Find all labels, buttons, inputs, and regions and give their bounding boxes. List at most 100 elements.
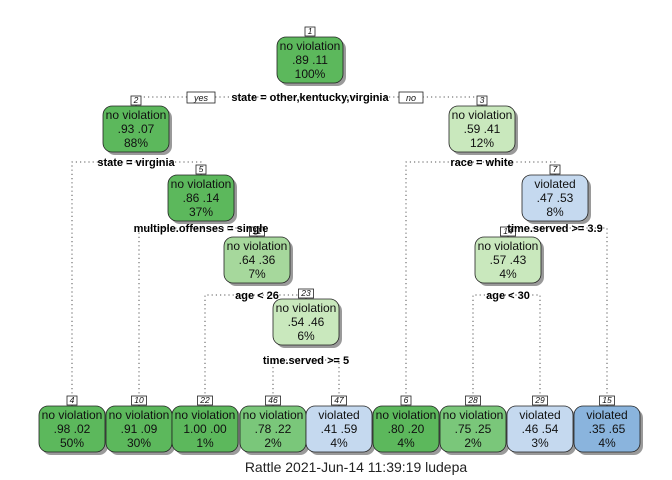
node-probabilities: .59 .41 [464,122,501,136]
node-id-box [476,95,488,106]
node-percentage: 2% [464,436,482,450]
tree-node: no violation.75 .252% 28 [439,395,509,455]
split-rule: time.served >= 3.9 [507,223,602,235]
node-id-box [549,164,561,175]
split-rule: age < 26 [235,290,279,302]
node-box [372,405,440,453]
node-id-box [195,164,207,175]
node-id: 10 [134,395,144,405]
node-class-label: no violation [478,239,539,253]
node-class-label: no violation [443,408,504,422]
node-id-box [66,395,78,406]
node-id: 3 [480,95,485,105]
node-class-label: violated [534,177,575,191]
node-id-box [465,395,481,406]
branch-labels: yes no [186,91,424,104]
node-id: 4 [70,395,75,405]
node-percentage: 50% [60,436,84,450]
node-probabilities: .80 .20 [388,422,425,436]
node-id-box [131,395,147,406]
node-id: 47 [334,395,344,405]
node-class-label: violated [519,408,560,422]
node-probabilities: .35 .65 [589,422,626,436]
node-percentage: 6% [297,329,315,343]
tree-edge [306,359,340,406]
node-percentage: 1% [196,436,214,450]
node-class-label: violated [318,408,359,422]
node-id: 28 [467,395,478,405]
node-id: 5 [199,164,204,174]
node-id-box [331,395,347,406]
node-class-label: no violation [243,408,304,422]
node-probabilities: .57 .43 [490,253,527,267]
tree-edge [405,161,482,406]
node-box [573,405,641,453]
node-percentage: 88% [124,136,148,150]
node-percentage: 2% [264,436,282,450]
tree-node: violated.47 .538% 7 [521,164,591,224]
tree-node: no violation.54 .466% 23 [272,288,342,348]
tree-edge [555,227,608,406]
node-probabilities: .54 .46 [288,315,325,329]
node-class-label: no violation [42,408,103,422]
caption: Rattle 2021-Jun-14 11:39:19 ludepa [245,459,468,475]
node-box [448,105,516,153]
yes-label: yes [193,93,209,103]
node-percentage: 12% [470,136,494,150]
node-percentage: 7% [248,267,266,281]
node-probabilities: .91 .09 [121,422,158,436]
node-class-label: no violation [276,301,337,315]
tree-edge [472,294,508,406]
node-box [223,236,291,284]
node-percentage: 100% [295,67,326,81]
tree-node: no violation.78 .222% 46 [239,395,309,455]
node-percentage: 3% [531,436,549,450]
node-id: 23 [300,288,311,298]
node-id-box [304,26,316,37]
node-box [521,174,589,222]
node-class-label: no violation [175,408,236,422]
tree-edge [138,227,201,406]
node-id: 1 [308,26,313,36]
tree-edge [71,161,136,406]
node-class-label: no violation [171,177,232,191]
node-box [276,36,344,84]
node-id-box [532,395,548,406]
node-id: 11 [253,226,262,236]
node-id-box [249,226,265,237]
split-rule: time.served >= 5 [263,355,349,367]
node-id: 15 [602,395,612,405]
node-probabilities: .47 .53 [537,191,574,205]
split-rule: multiple.offenses = single [134,223,269,235]
node-id-box [265,395,281,406]
node-class-label: no violation [280,39,341,53]
node-id-box [197,395,213,406]
node-percentage: 8% [546,205,564,219]
node-probabilities: .93 .07 [118,122,155,136]
node-id: 2 [133,95,139,105]
node-class-label: no violation [376,408,437,422]
node-box [167,174,235,222]
node-probabilities: .46 .54 [522,422,559,436]
node-id: 6 [404,395,409,405]
node-id: 14 [503,226,513,236]
node-box [474,236,542,284]
node-probabilities: .75 .25 [455,422,492,436]
tree-node: no violation.57 .434% 14 [474,226,544,286]
node-percentage: 4% [330,436,348,450]
node-id: 22 [199,395,210,405]
node-probabilities: 1.00 .00 [183,422,227,436]
node-box [439,405,507,453]
tree-edge [204,294,257,406]
split-rule: state = virginia [97,157,175,169]
tree-node: violated.41 .594% 47 [305,395,375,455]
tree-edge [272,359,306,406]
node-probabilities: .98 .02 [54,422,91,436]
node-probabilities: .86 .14 [183,191,220,205]
